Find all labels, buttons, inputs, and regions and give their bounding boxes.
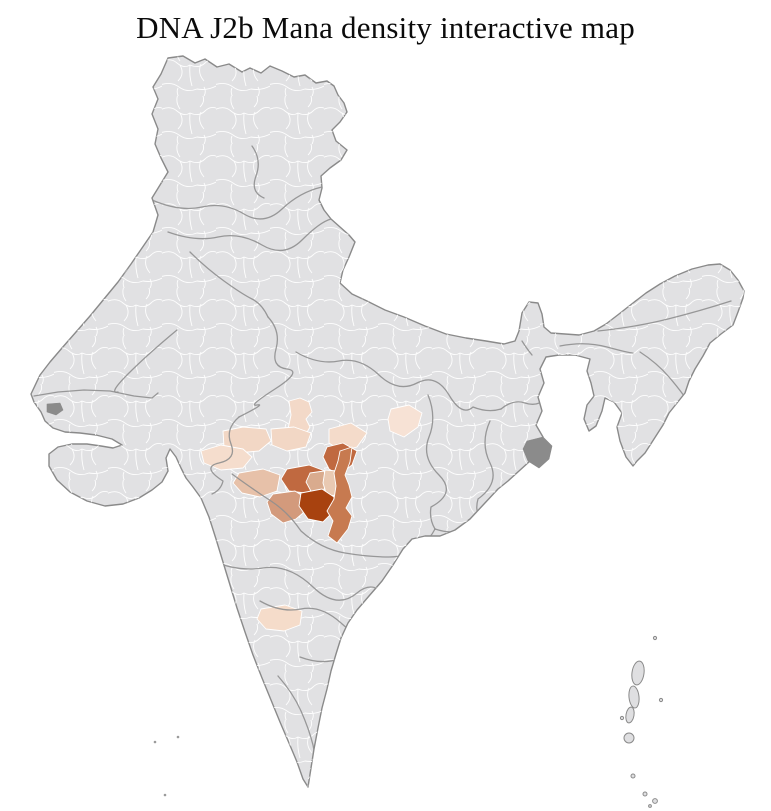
district-center-sw[interactable] xyxy=(266,490,307,524)
district-north-1[interactable] xyxy=(287,397,313,437)
district-west-band-2[interactable] xyxy=(200,444,253,471)
district-south-1[interactable] xyxy=(256,604,303,632)
district-center-west[interactable] xyxy=(232,468,281,498)
district-center-core[interactable] xyxy=(298,488,335,523)
andaman-nicobar-islands xyxy=(619,635,664,808)
no-data-regions xyxy=(46,402,553,469)
map-title: DNA J2b Mana density interactive map xyxy=(136,10,635,45)
district-coastal-delta xyxy=(522,436,553,469)
district-west-band-3[interactable] xyxy=(270,426,312,452)
district-center-east[interactable] xyxy=(326,446,353,544)
density-regions[interactable] xyxy=(200,397,423,632)
lakshadweep-islands xyxy=(153,735,180,797)
district-northeast-1[interactable] xyxy=(387,404,423,438)
district-west-tip xyxy=(46,402,64,416)
